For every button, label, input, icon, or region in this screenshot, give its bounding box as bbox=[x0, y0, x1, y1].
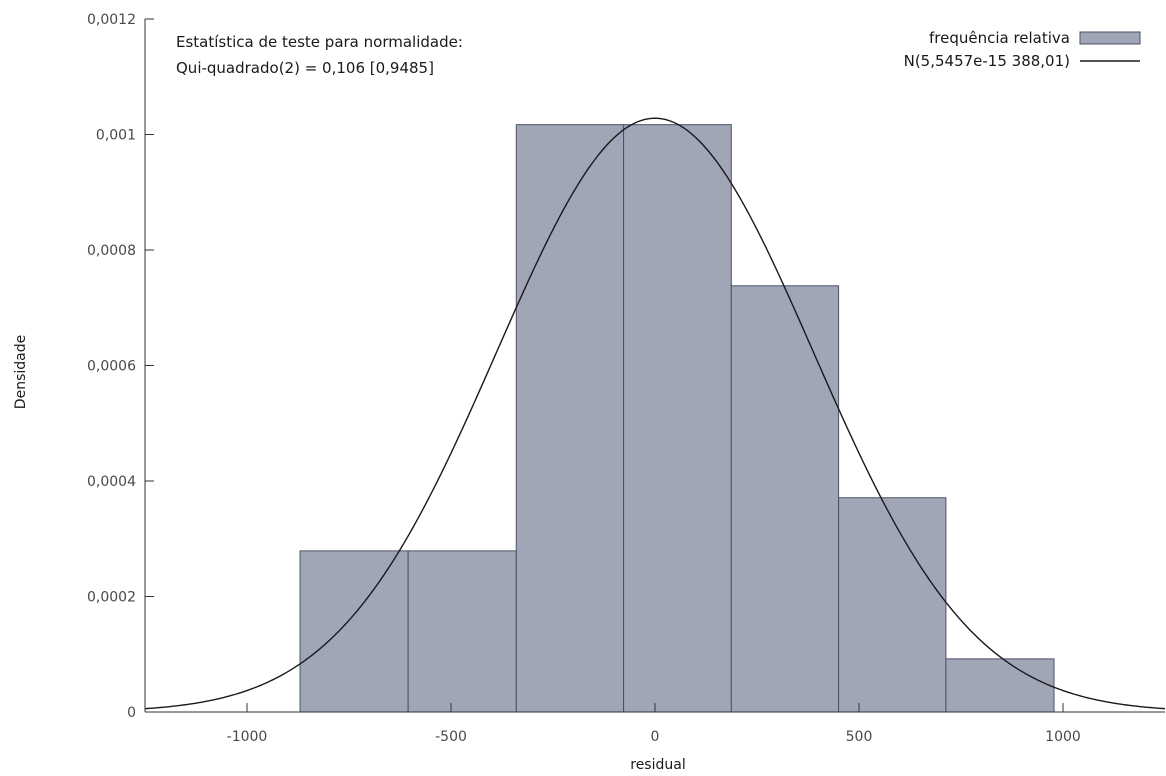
histogram-bar bbox=[515, 124, 625, 713]
y-tick-label: 0,0004 bbox=[87, 474, 136, 490]
legend: frequência relativa N(5,5457e-15 388,01) bbox=[904, 29, 1141, 70]
legend-label-normal: N(5,5457e-15 388,01) bbox=[904, 52, 1070, 70]
y-tick-label: 0 bbox=[127, 705, 136, 721]
histogram-bar bbox=[945, 658, 1055, 713]
x-tick-label: -1000 bbox=[227, 729, 268, 745]
y-tick-label: 0,001 bbox=[96, 128, 136, 144]
normal-curve bbox=[144, 117, 1166, 710]
y-tick-label: 0,0002 bbox=[87, 590, 136, 606]
histogram-bar bbox=[730, 285, 840, 713]
legend-swatch-histogram bbox=[1079, 31, 1141, 45]
y-axis-title: Densidade bbox=[13, 335, 29, 409]
histogram-bar bbox=[838, 497, 947, 713]
axes: 0 0,0002 0,0004 0,0006 0,0008 0,001 0,0012 -100… bbox=[87, 12, 1165, 745]
legend-label-histogram: frequência relativa bbox=[929, 29, 1070, 47]
histogram-bar bbox=[623, 124, 732, 713]
y-tick-label: 0,0008 bbox=[87, 243, 136, 259]
x-tick-label: 500 bbox=[846, 729, 873, 745]
histogram-bars bbox=[299, 124, 1055, 713]
x-tick-label: 1000 bbox=[1045, 729, 1081, 745]
y-tick-label: 0,0012 bbox=[87, 12, 136, 28]
histogram-bar bbox=[299, 550, 409, 713]
annotation-line-2: Qui-quadrado(2) = 0,106 [0,9485] bbox=[176, 59, 434, 77]
histogram-bar bbox=[407, 550, 517, 713]
x-axis-title: residual bbox=[630, 757, 685, 773]
normal-curve-layer bbox=[144, 117, 1166, 710]
y-tick-label: 0,0006 bbox=[87, 359, 136, 375]
x-tick-label: 0 bbox=[651, 729, 660, 745]
x-tick-label: -500 bbox=[435, 729, 467, 745]
annotation-line-1: Estatística de teste para normalidade: bbox=[176, 33, 463, 51]
